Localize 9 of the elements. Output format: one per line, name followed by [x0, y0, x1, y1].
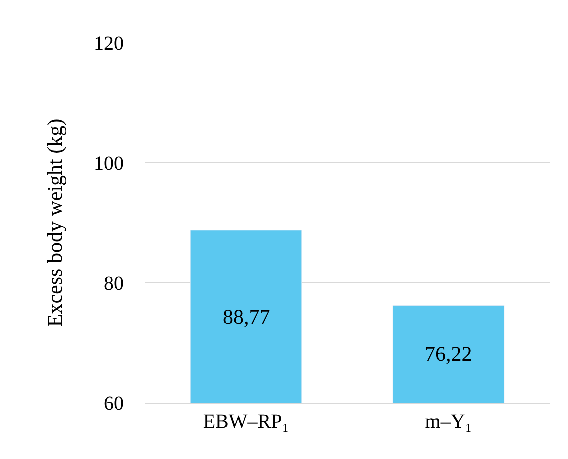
- y-axis-title: Excess body weight (kg): [43, 118, 68, 328]
- y-tick-label: 120: [94, 33, 124, 55]
- x-tick-label: m–Y₁: [425, 411, 472, 433]
- data-label: 88,77: [223, 305, 270, 329]
- y-tick-label: 60: [104, 393, 124, 415]
- y-tick-label: 100: [94, 153, 124, 175]
- x-tick-label: EBW–RP₁: [203, 411, 290, 433]
- data-label: 76,22: [425, 342, 472, 366]
- y-tick-label: 80: [104, 273, 124, 295]
